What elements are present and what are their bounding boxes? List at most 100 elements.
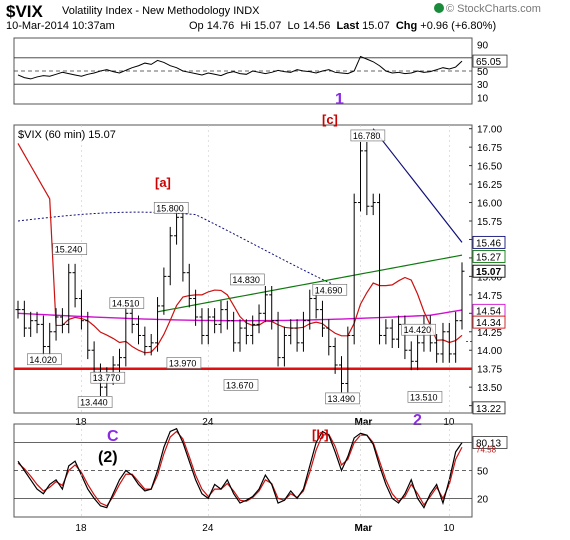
price-panel-title: $VIX (60 min) 15.07 [18,129,116,141]
price-callout-box [77,396,113,408]
price-callout-label: 14.420 [404,325,432,335]
right-value-box [472,264,506,278]
symbol-title: $VIX [6,2,43,21]
wave-label: 1 [335,91,344,108]
price-callout-label: 13.440 [80,398,108,408]
op-label: Op [189,20,204,32]
price-callout-box [401,323,436,336]
chg-label: Chg [395,20,418,32]
price-tick-label: 15.00 [477,272,502,283]
price-tick-label: 16.25 [477,180,502,191]
price-callout-box [325,392,360,405]
right-value-box [472,315,506,329]
price-tick-label: 16.00 [477,199,502,210]
right-value-label: 15.46 [476,238,501,249]
price-callout-box [223,379,259,391]
price-tick-label: 16.50 [477,162,502,173]
op-value: 14.76 [206,20,235,32]
price-tick-label: 14.75 [477,291,502,302]
right-value-label: 15.07 [476,267,501,278]
price-callout-box [407,391,443,403]
hi-value: 15.07 [253,20,282,32]
stoch-x-tick-label: 10 [443,523,455,534]
price-callout-box [27,353,62,366]
stoch-wave-label: C [107,428,119,445]
price-panel-frame [13,124,473,414]
right-value-label: 14.34 [476,318,501,329]
stoch-k-line [17,427,463,509]
price-callout-box [109,297,145,309]
stoch-tick-label: 20 [477,494,489,505]
price-callout-box [52,243,88,255]
stoch-d-line [17,430,463,507]
stoch-x-tick-label: 24 [202,523,214,534]
right-value-label: 13.22 [476,404,501,415]
price-callout-label: 14.020 [29,355,57,365]
rsi-last-label-box [472,54,508,68]
stoch-x-tick-label: 18 [75,523,87,534]
lo-value: 14.56 [302,20,331,32]
last-value: 15.07 [362,20,390,32]
stoch-x-tick-label: Mar [355,523,373,534]
price-callout-label: 16.780 [353,131,381,141]
price-tick-label: 13.75 [477,365,502,376]
price-callout-label: 13.510 [410,392,438,402]
price-callout-box [230,273,265,286]
symbol-description: Volatility Index - New Methodology INDX [62,5,260,17]
price-callout-label: 13.670 [226,381,254,391]
rsi-tick-label: 10 [477,93,489,104]
rsi-line [17,55,463,80]
right-value-box [472,401,506,415]
hi-label: Hi [240,20,251,32]
wave-label: [a] [155,175,171,190]
price-callout-box [153,202,189,214]
price-callout-label: 13.970 [169,358,197,368]
price-x-tick-label: 10 [443,417,455,428]
rsi-panel-frame [13,37,473,105]
rsi-tick-label: 90 [477,41,489,52]
stoch-last-label-2: 74.58 [476,445,497,454]
quote-date: 10-Mar-2014 10:37am [6,20,115,32]
right-value-label: 15.27 [476,252,501,263]
stoch-last-label: 80.13 [476,438,501,449]
stoch-wave-label: [b] [312,427,329,442]
price-callout-label: 14.510 [112,299,140,309]
price-callout-label: 14.830 [232,275,260,285]
right-value-box [472,249,506,263]
rsi-last-label: 65.05 [476,57,501,68]
wave-label: 2 [413,412,422,429]
price-tick-label: 13.50 [477,383,502,394]
lo-label: Lo [287,20,300,32]
price-callout-label: 15.800 [156,203,184,213]
stoch-last-label-box [472,436,508,449]
price-callout-box [350,129,386,142]
right-value-box [472,235,506,249]
ma-red-line [17,143,463,354]
stoch-tick-label: 50 [477,467,489,478]
price-callout-label: 13.770 [93,373,121,383]
stoch-panel-frame [13,423,473,518]
ma-green-line [157,254,463,313]
price-callout-box [312,283,348,296]
last-label: Last [336,20,360,32]
rsi-tick-label: 30 [477,80,489,91]
price-x-tick-label: 24 [202,417,214,428]
price-callout-box [166,357,202,369]
ma-navy-dotted-line [17,211,342,289]
price-tick-label: 14.00 [477,346,502,357]
price-tick-label: 15.75 [477,217,502,228]
watermark-text: © StockCharts.com [446,3,541,15]
price-callout-label: 14.690 [315,285,343,295]
stockcharts-logo-icon [434,3,444,13]
ohlc-readout: Op 14.76 Hi 15.07 Lo 14.56 Last 15.07 Ch… [189,20,496,32]
price-tick-label: 16.75 [477,143,502,154]
watermark: © StockCharts.com [434,3,541,15]
ma-navy-line [372,128,463,243]
price-callout-label: 13.490 [327,394,355,404]
price-x-tick-label: 18 [75,417,87,428]
price-callout-label: 15.240 [55,245,83,255]
wave-label: [c] [322,112,338,127]
price-tick-label: 17.00 [477,125,502,136]
price-tick-label: 14.25 [477,328,502,339]
